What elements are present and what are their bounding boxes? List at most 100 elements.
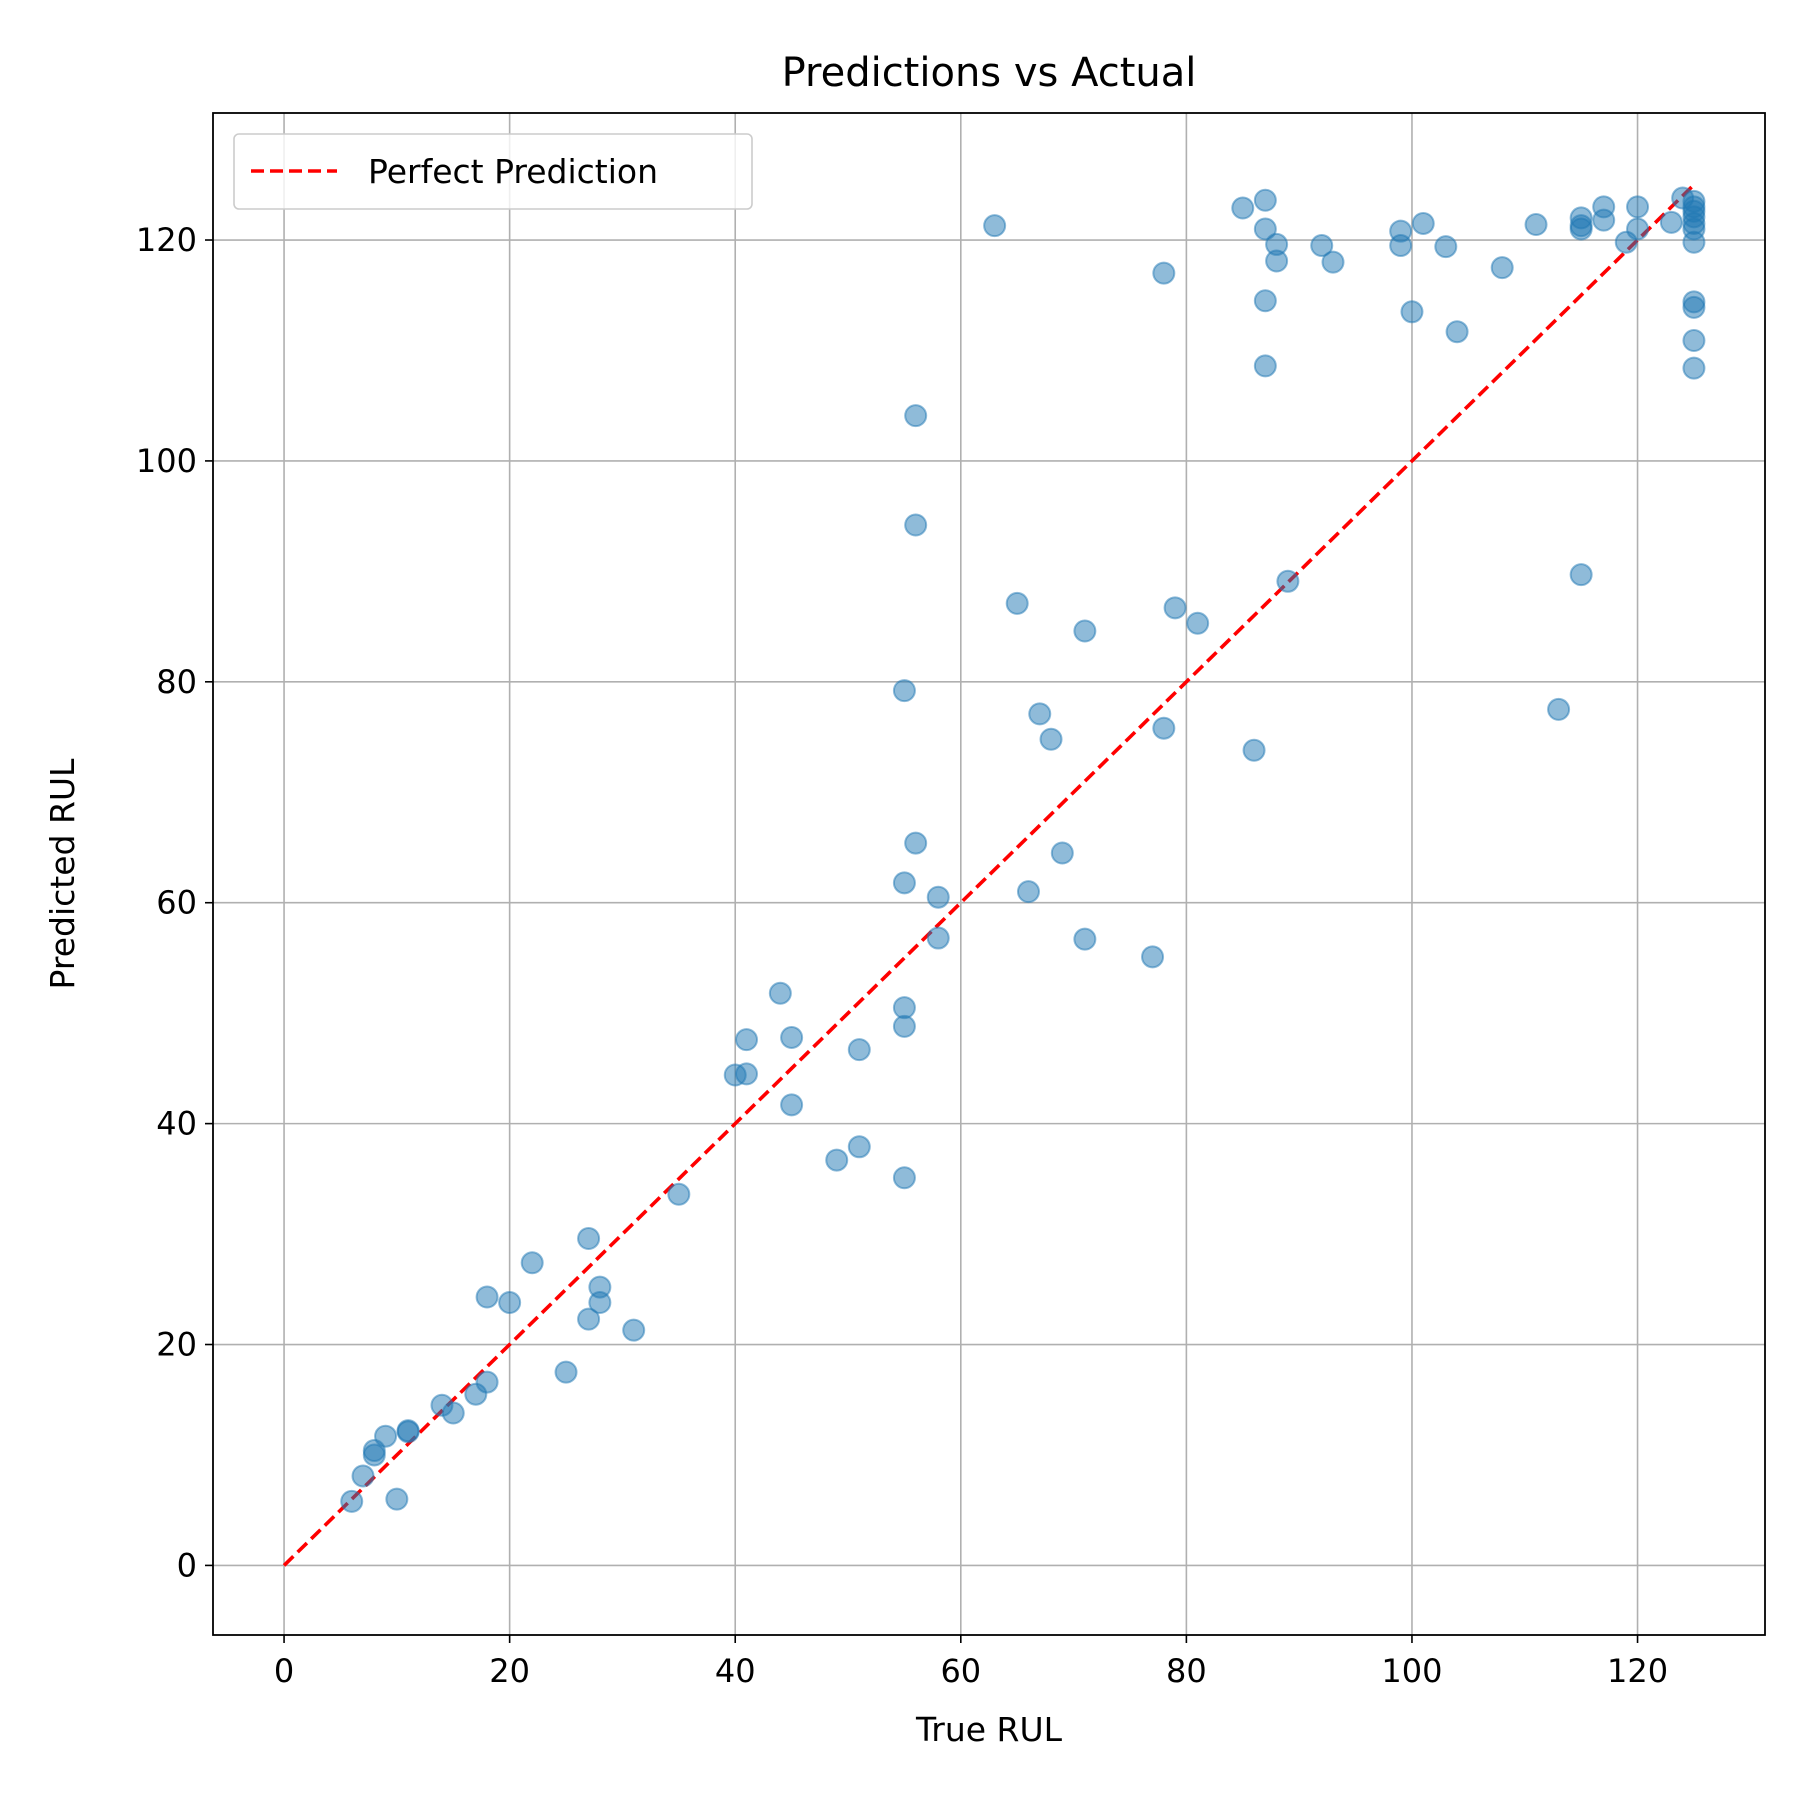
data-point — [520, 1251, 544, 1275]
data-point — [1242, 738, 1266, 762]
data-point — [1682, 230, 1706, 254]
x-tick-label: 0 — [274, 1652, 294, 1690]
data-point — [475, 1370, 499, 1394]
data-point — [1569, 563, 1593, 587]
data-point — [1682, 295, 1706, 319]
data-point — [667, 1182, 691, 1206]
data-point — [1682, 356, 1706, 380]
data-point — [1152, 261, 1176, 285]
data-point — [1389, 234, 1413, 258]
y-tick-label: 20 — [156, 1326, 197, 1364]
data-point — [892, 996, 916, 1020]
reference-line-layer — [282, 183, 1696, 1567]
y-tick-label: 80 — [156, 663, 197, 701]
y-tick-label: 60 — [156, 884, 197, 922]
data-point — [1005, 591, 1029, 615]
data-point — [1321, 250, 1345, 274]
x-tick-label: 40 — [715, 1652, 756, 1690]
data-point — [847, 1038, 871, 1062]
data-point — [1626, 195, 1650, 219]
ticks-layer: 0 20 40 60 80 100 120 0 20 40 60 80 100 120 — [136, 221, 1668, 1690]
data-point — [1445, 320, 1469, 344]
data-point — [1400, 300, 1424, 324]
data-point — [735, 1062, 758, 1086]
x-tick-label: 20 — [489, 1652, 530, 1690]
data-point — [1073, 619, 1097, 643]
data-point — [1276, 569, 1300, 593]
data-point — [1524, 213, 1548, 237]
data-point — [1163, 596, 1187, 620]
data-point — [475, 1285, 499, 1309]
data-point — [1626, 217, 1650, 241]
data-point — [926, 926, 950, 950]
data-point — [1073, 927, 1097, 951]
data-point — [825, 1148, 849, 1172]
data-point — [892, 871, 916, 895]
data-point — [1253, 289, 1277, 313]
data-point — [1231, 196, 1255, 220]
data-point — [1016, 880, 1040, 904]
data-point — [1253, 217, 1277, 241]
data-point — [780, 1025, 804, 1049]
data-point — [926, 885, 950, 909]
data-point — [351, 1464, 375, 1488]
data-point — [1152, 716, 1176, 740]
data-point — [396, 1419, 420, 1443]
data-point — [983, 214, 1007, 238]
data-point — [1028, 702, 1052, 726]
data-point — [577, 1307, 601, 1331]
data-point — [622, 1318, 646, 1342]
data-point — [1490, 256, 1514, 280]
legend-label-perfect-prediction: Perfect Prediction — [368, 152, 658, 191]
data-point — [768, 981, 792, 1005]
data-point — [1411, 211, 1435, 235]
data-point — [1253, 354, 1277, 378]
data-point — [1253, 188, 1277, 212]
data-point — [1569, 217, 1593, 241]
y-tick-label: 100 — [136, 442, 197, 480]
data-point — [1141, 945, 1165, 969]
data-point — [1592, 208, 1616, 232]
data-point — [1265, 249, 1289, 273]
y-tick-label: 40 — [156, 1105, 197, 1143]
data-point — [554, 1360, 578, 1384]
data-point — [1050, 841, 1074, 865]
data-point — [892, 1166, 916, 1190]
data-point — [780, 1093, 804, 1117]
data-point — [498, 1291, 522, 1315]
data-point — [1434, 235, 1458, 259]
y-tick-label: 0 — [177, 1546, 197, 1584]
perfect-prediction-line — [282, 183, 1696, 1567]
data-point — [1547, 697, 1571, 721]
data-point — [904, 831, 928, 855]
x-tick-label: 100 — [1381, 1652, 1442, 1690]
data-point — [904, 513, 928, 537]
data-point — [892, 679, 916, 703]
data-point — [1659, 210, 1683, 234]
x-axis-label: True RUL — [915, 1710, 1063, 1749]
x-tick-label: 120 — [1607, 1652, 1668, 1690]
data-point — [1039, 727, 1063, 751]
data-point — [904, 404, 928, 428]
y-tick-label: 120 — [136, 221, 197, 259]
data-point — [847, 1135, 871, 1159]
data-point — [441, 1401, 465, 1425]
grid-layer — [213, 113, 1765, 1635]
y-axis-label: Predicted RUL — [43, 758, 82, 989]
data-point — [588, 1291, 612, 1315]
data-point — [374, 1424, 398, 1448]
plot-frame — [212, 112, 1766, 1636]
x-tick-label: 80 — [1166, 1652, 1207, 1690]
data-point — [1310, 234, 1334, 258]
data-point — [1682, 329, 1706, 353]
data-point — [340, 1489, 364, 1513]
legend-box — [233, 133, 753, 210]
x-tick-label: 60 — [940, 1652, 981, 1690]
points-layer — [340, 186, 1706, 1513]
data-point — [735, 1028, 758, 1052]
data-point — [385, 1487, 409, 1511]
data-point — [1186, 611, 1210, 635]
legend: Perfect Prediction — [233, 133, 753, 210]
data-point — [577, 1226, 601, 1250]
